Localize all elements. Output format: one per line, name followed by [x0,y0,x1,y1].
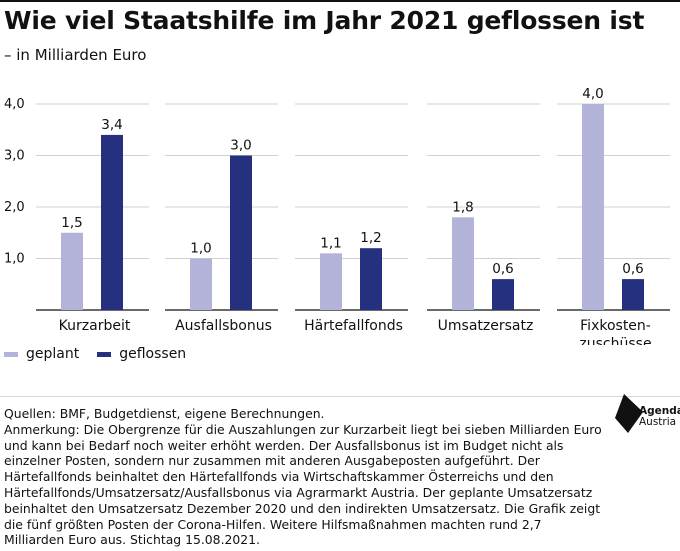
footer-notes: Quellen: BMF, Budgetdienst, eigene Berec… [4,406,604,548]
category-label: Kurzarbeit [59,318,131,334]
bar-geflossen [101,134,123,310]
category-label: Fixkosten- [580,318,651,334]
chart-title: Wie viel Staatshilfe im Jahr 2021 geflos… [4,6,645,35]
y-tick-label: 2,0 [4,200,25,215]
bar-geflossen [622,279,644,310]
category-label: Härtefallfonds [304,318,403,334]
y-tick-label: 3,0 [4,149,25,164]
bar-geflossen [492,279,514,310]
legend-swatch-geflossen [97,351,112,357]
category-label: Ausfallsbonus [175,318,272,334]
bar-value-label: 1,8 [452,199,473,215]
bar-geplant [582,104,604,310]
chart-subtitle: – in Milliarden Euro [4,46,147,64]
logo-line-1: Agenda [639,405,680,417]
y-tick-label: 4,0 [4,97,25,112]
sources-text: Quellen: BMF, Budgetdienst, eigene Berec… [4,406,325,421]
bar-value-label: 0,6 [622,261,643,277]
bar-value-label: 3,4 [101,117,122,133]
y-tick-label: 1,0 [4,252,25,267]
bar-value-label: 4,0 [582,86,603,102]
footer-divider [0,396,680,397]
category-label: zuschüsse [579,336,651,345]
logo-line-2: Austria [639,416,677,428]
bar-value-label: 1,5 [61,215,82,231]
bar-geflossen [360,248,382,310]
category-label: Umsatzersatz [438,318,534,334]
legend-swatch-geplant [4,351,18,357]
legend-item-geplant: geplant [4,346,79,362]
bar-value-label: 1,0 [190,241,211,257]
bar-geplant [190,258,212,310]
legend-label-geflossen: geflossen [119,346,187,362]
top-rule [0,0,680,2]
bar-value-label: 3,0 [230,138,251,154]
legend-label-geplant: geplant [26,346,80,362]
bar-geplant [452,217,474,310]
bar-geplant [320,253,342,310]
bar-value-label: 0,6 [492,261,513,277]
bar-geflossen [230,155,252,310]
annotation-text: Anmerkung: Die Obergrenze für die Auszah… [4,421,602,548]
bar-geplant [61,232,83,310]
legend: geplant geflossen [4,346,204,362]
bar-value-label: 1,2 [360,230,381,246]
agenda-austria-logo: Agenda Austria [614,390,680,434]
legend-item-geflossen: geflossen [97,346,186,362]
bar-chart: 1,0 2,0 3,0 4,0 1,5 3,4 Kurzarbeit 1,0 3,0 Ausfal… [4,86,670,345]
logo-mark-icon [615,394,643,433]
bar-value-label: 1,1 [320,235,341,251]
